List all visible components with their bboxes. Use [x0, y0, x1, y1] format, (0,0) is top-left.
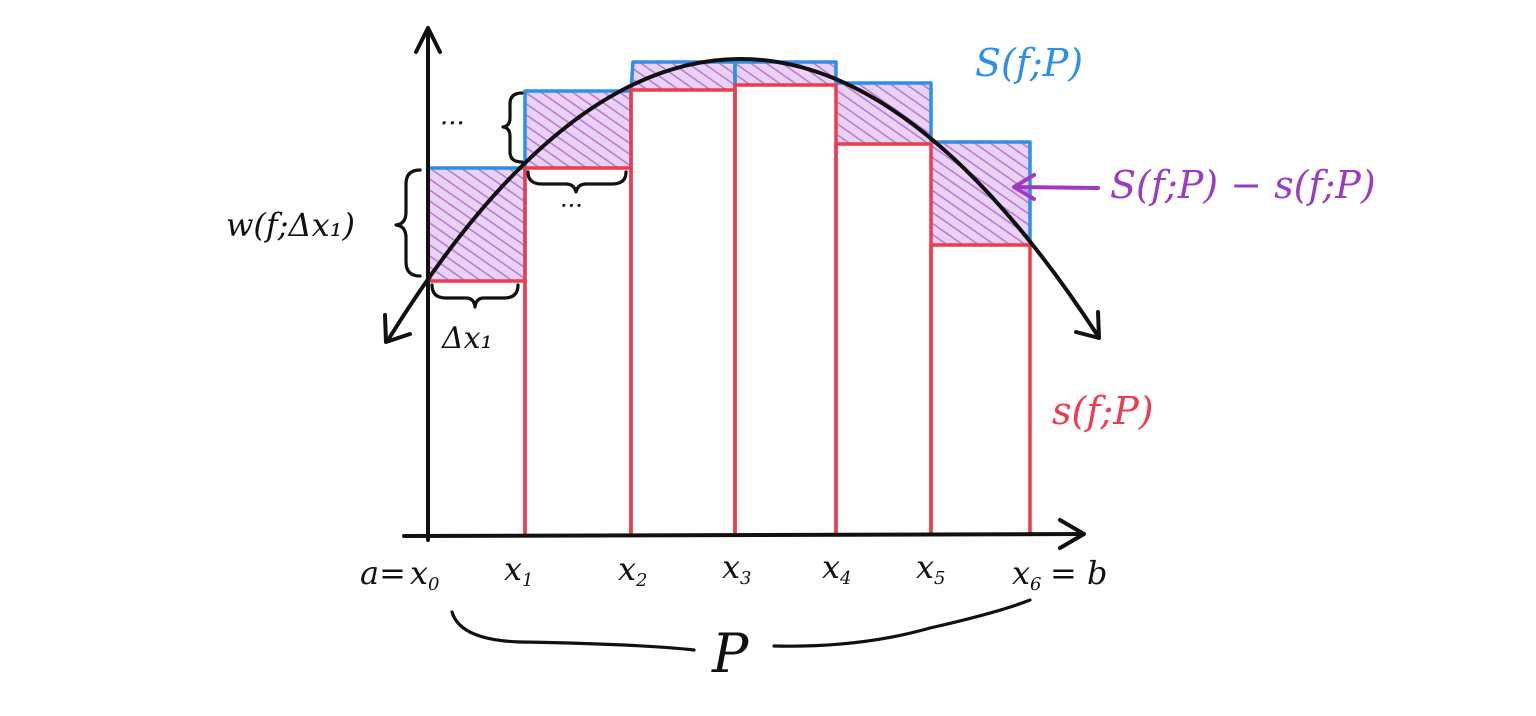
braces [394, 91, 1032, 652]
tick-x6: x6 [1012, 554, 1042, 595]
function-curve [383, 57, 1101, 344]
oscillation-label: w(f;Δx₁) [226, 206, 355, 244]
difference-regions [428, 62, 1030, 281]
partition-brace-left [450, 610, 696, 652]
dots-left-brace [501, 91, 524, 164]
lower-rect-4 [733, 83, 838, 535]
tick-x0: x0 [410, 554, 440, 595]
tick-x3: x3 [722, 548, 752, 589]
difference-arrow-shaft [1014, 185, 1100, 190]
a-equals-label: a= [360, 554, 406, 592]
difference-region-5 [836, 83, 931, 144]
difference-region-2 [525, 91, 631, 168]
x-axis-arrowhead [1058, 518, 1086, 550]
curve-left-arrowhead [383, 313, 412, 344]
lower-rect-5 [834, 142, 933, 535]
curve-path [386, 57, 1100, 342]
difference-arrow [1012, 173, 1100, 201]
tick-x1: x1 [504, 550, 534, 591]
lower-rect-6 [929, 243, 1032, 535]
upper-sum-label: S(f;P) [975, 41, 1083, 85]
curve-right-arrowhead [1074, 310, 1101, 340]
x-axis [402, 532, 1084, 538]
dots-bottom-brace [526, 170, 628, 194]
upper-rect-6 [931, 140, 1032, 245]
axes [402, 26, 1086, 550]
tick-x4: x4 [822, 548, 852, 589]
partition-label: P [711, 622, 750, 685]
y-axis-arrowhead [414, 26, 442, 54]
tick-x5: x5 [916, 548, 946, 589]
labels: S(f;P) s(f;P) S(f;P) − s(f;P) w(f;Δx₁) Δ… [226, 41, 1376, 685]
lower-rect-3 [629, 88, 737, 535]
difference-region-6 [931, 142, 1030, 245]
difference-arrow-head [1012, 173, 1036, 201]
lower-sum-label: s(f;P) [1052, 389, 1154, 433]
equals-b-label: = b [1050, 554, 1107, 592]
difference-label: S(f;P) − s(f;P) [1110, 163, 1376, 207]
dots-left-label: ··· [440, 109, 465, 139]
delta-x-brace [430, 283, 520, 309]
difference-region-4 [735, 62, 836, 85]
lower-rect-2 [523, 166, 633, 535]
delta-x-label: Δx₁ [441, 321, 493, 356]
upper-rect-5 [836, 81, 933, 142]
oscillation-brace [394, 168, 422, 278]
difference-region-1 [428, 168, 525, 281]
partition-brace-right [772, 598, 1032, 648]
lower-rect-1 [426, 279, 527, 535]
dots-bottom-label: ··· [560, 192, 583, 220]
tick-x2: x2 [618, 550, 648, 591]
